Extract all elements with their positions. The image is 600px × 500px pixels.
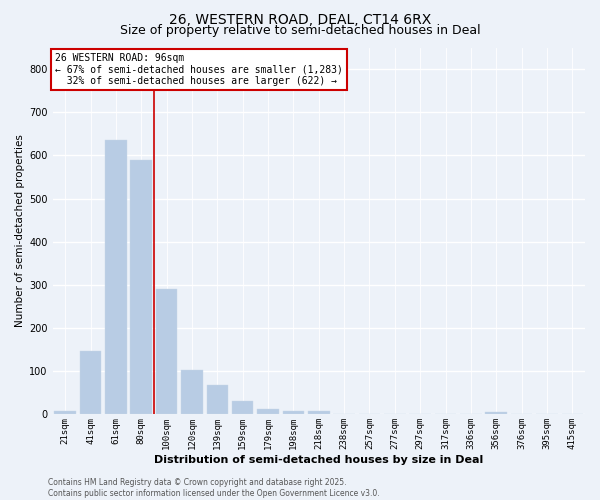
Bar xyxy=(181,370,203,414)
Text: 26 WESTERN ROAD: 96sqm
← 67% of semi-detached houses are smaller (1,283)
  32% o: 26 WESTERN ROAD: 96sqm ← 67% of semi-det… xyxy=(55,53,343,86)
Bar xyxy=(105,140,127,414)
Text: Size of property relative to semi-detached houses in Deal: Size of property relative to semi-detach… xyxy=(119,24,481,37)
Bar xyxy=(257,409,279,414)
Text: Contains HM Land Registry data © Crown copyright and database right 2025.
Contai: Contains HM Land Registry data © Crown c… xyxy=(48,478,380,498)
Bar xyxy=(80,350,101,414)
Bar xyxy=(156,289,178,414)
Bar xyxy=(55,411,76,414)
Bar xyxy=(283,411,304,414)
Y-axis label: Number of semi-detached properties: Number of semi-detached properties xyxy=(15,134,25,328)
Bar xyxy=(232,400,253,414)
Bar xyxy=(130,160,152,414)
Bar xyxy=(485,412,507,414)
Bar xyxy=(206,385,228,414)
Text: 26, WESTERN ROAD, DEAL, CT14 6RX: 26, WESTERN ROAD, DEAL, CT14 6RX xyxy=(169,12,431,26)
Bar xyxy=(308,411,329,414)
X-axis label: Distribution of semi-detached houses by size in Deal: Distribution of semi-detached houses by … xyxy=(154,455,484,465)
